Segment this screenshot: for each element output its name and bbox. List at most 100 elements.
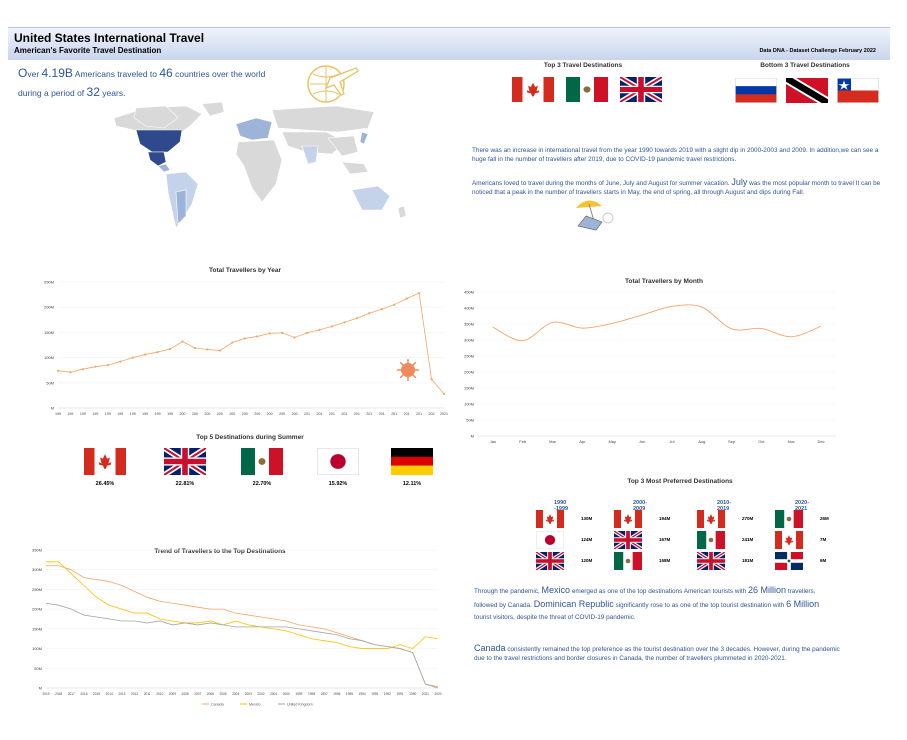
uk-flag xyxy=(536,552,564,570)
data-point[interactable] xyxy=(417,291,421,295)
data-point[interactable] xyxy=(193,346,197,350)
insight3-b: emerged as one of the top destinations A… xyxy=(571,588,747,595)
x-tick-label: 2021 xyxy=(440,412,448,416)
preferred-value-2-2: 181M xyxy=(742,558,754,563)
x-tick-label: 2001 xyxy=(270,692,277,696)
data-point[interactable] xyxy=(119,360,122,363)
y-tick-label: 100M xyxy=(464,402,474,407)
data-point[interactable] xyxy=(380,308,383,311)
canada-flag xyxy=(775,531,803,549)
insight3-6m: 6 Million xyxy=(786,599,820,609)
intro-t2: Americans traveled to xyxy=(74,69,157,79)
data-point[interactable] xyxy=(218,349,221,352)
data-point[interactable] xyxy=(243,337,246,340)
data-point[interactable] xyxy=(168,347,172,351)
data-point[interactable] xyxy=(281,331,284,335)
data-point[interactable] xyxy=(56,369,60,372)
x-tick-label: 1991 xyxy=(397,692,404,696)
x-tick-label: 2013 xyxy=(118,692,125,696)
data-point[interactable] xyxy=(355,317,358,320)
data-point[interactable] xyxy=(81,368,85,371)
year-chart-title: Total Travellers by Year xyxy=(208,267,282,274)
data-point[interactable] xyxy=(318,328,321,331)
y-tick-label: 200M xyxy=(44,305,54,310)
data-point[interactable] xyxy=(293,336,296,339)
data-point[interactable] xyxy=(106,364,109,367)
header-banner: United States International Travel Ameri… xyxy=(8,27,890,60)
x-tick-label: Aug xyxy=(698,439,705,444)
x-tick-label: 201 xyxy=(416,412,422,416)
x-tick-label: 2017 xyxy=(68,692,75,696)
y-tick-label: 50M xyxy=(466,418,474,423)
y-tick-label: 100M xyxy=(32,646,42,651)
x-tick-label: 2002 xyxy=(257,692,264,696)
data-point[interactable] xyxy=(268,332,271,335)
x-tick-label: 1990 xyxy=(409,692,416,696)
insight-pandemic: Through the pandemic, Mexico emerged as … xyxy=(474,584,834,624)
x-tick-label: 201 xyxy=(379,412,385,416)
data-point[interactable] xyxy=(156,350,159,354)
trend-chart[interactable]: M 50M 100M 150M 200M 250M 300M 350M 2019 2018 2017… xyxy=(22,544,446,710)
y-tick-label: 350M xyxy=(32,548,42,553)
japan-flag xyxy=(536,531,564,549)
uk-flag xyxy=(620,77,662,102)
uk-flag xyxy=(614,531,642,549)
x-tick-label: 2018 xyxy=(55,692,62,696)
map-russia xyxy=(271,105,375,133)
summer-pct-1: 22.81% xyxy=(175,481,195,487)
x-tick-label: 2003 xyxy=(245,692,252,696)
data-point[interactable] xyxy=(256,335,259,338)
month-chart[interactable]: M 50M 100M 150M 200M 250M 300M 350M 400M 450M Jan F… xyxy=(452,286,842,450)
data-point[interactable] xyxy=(144,353,147,356)
map-mexico xyxy=(147,151,167,167)
x-tick-label: May xyxy=(608,439,616,444)
mexico-flag xyxy=(614,552,642,570)
x-tick-label: 2008 xyxy=(182,692,189,696)
data-point[interactable] xyxy=(430,378,433,381)
dominican-flag xyxy=(775,552,803,570)
insight4-a: consistently remained the top preference… xyxy=(474,646,840,663)
data-point[interactable] xyxy=(94,365,97,368)
x-tick-label: 2010 xyxy=(156,692,163,696)
bottom3-title: Bottom 3 Travel Destinations xyxy=(760,62,850,69)
data-point[interactable] xyxy=(442,392,446,395)
data-point[interactable] xyxy=(206,348,209,351)
x-tick-label: Jun xyxy=(639,439,645,444)
x-tick-label: 2020 xyxy=(434,692,441,696)
x-tick-label: Feb xyxy=(519,439,527,444)
data-point[interactable] xyxy=(343,321,346,324)
y-tick-label: 400M xyxy=(464,306,474,311)
world-map[interactable] xyxy=(106,100,436,242)
x-tick-label: 2006 xyxy=(207,692,214,696)
data-point[interactable] xyxy=(405,297,408,300)
data-point[interactable] xyxy=(393,303,396,306)
preferred-period-1: 2000-2009 xyxy=(633,500,648,512)
virus-icon xyxy=(397,359,419,381)
x-tick-label: 2015 xyxy=(93,692,100,696)
x-tick-label: Apr xyxy=(579,439,586,444)
map-australia xyxy=(351,185,391,211)
preferred-value-1-2: 158M xyxy=(659,558,671,563)
series-line-0 xyxy=(492,304,822,342)
beach-chair-icon xyxy=(576,200,614,231)
map-usa xyxy=(135,129,183,153)
y-tick-label: 50M xyxy=(34,666,42,671)
x-tick-label: 200 xyxy=(204,412,210,416)
intro-t5: years. xyxy=(102,88,126,98)
x-tick-label: Sep xyxy=(728,439,736,444)
summer-pct-4: 12.11% xyxy=(402,481,422,487)
map-japan xyxy=(359,131,369,145)
data-point[interactable] xyxy=(69,371,72,374)
data-point[interactable] xyxy=(368,312,371,315)
legend-label-2: United Kingdom xyxy=(287,702,313,706)
data-point[interactable] xyxy=(305,331,309,335)
preferred-value-3-1: 7M xyxy=(820,537,827,542)
preferred-value-3-0: 26M xyxy=(820,516,829,521)
series-line-1 xyxy=(46,561,439,650)
y-tick-label: 150M xyxy=(464,386,474,391)
data-point[interactable] xyxy=(181,340,184,343)
data-point[interactable] xyxy=(231,341,234,344)
data-point[interactable] xyxy=(330,325,334,328)
data-point[interactable] xyxy=(131,356,134,359)
year-chart[interactable]: M 50M 100M 150M 200M 250M 199 199 199 199 199 199 19… xyxy=(30,276,450,422)
